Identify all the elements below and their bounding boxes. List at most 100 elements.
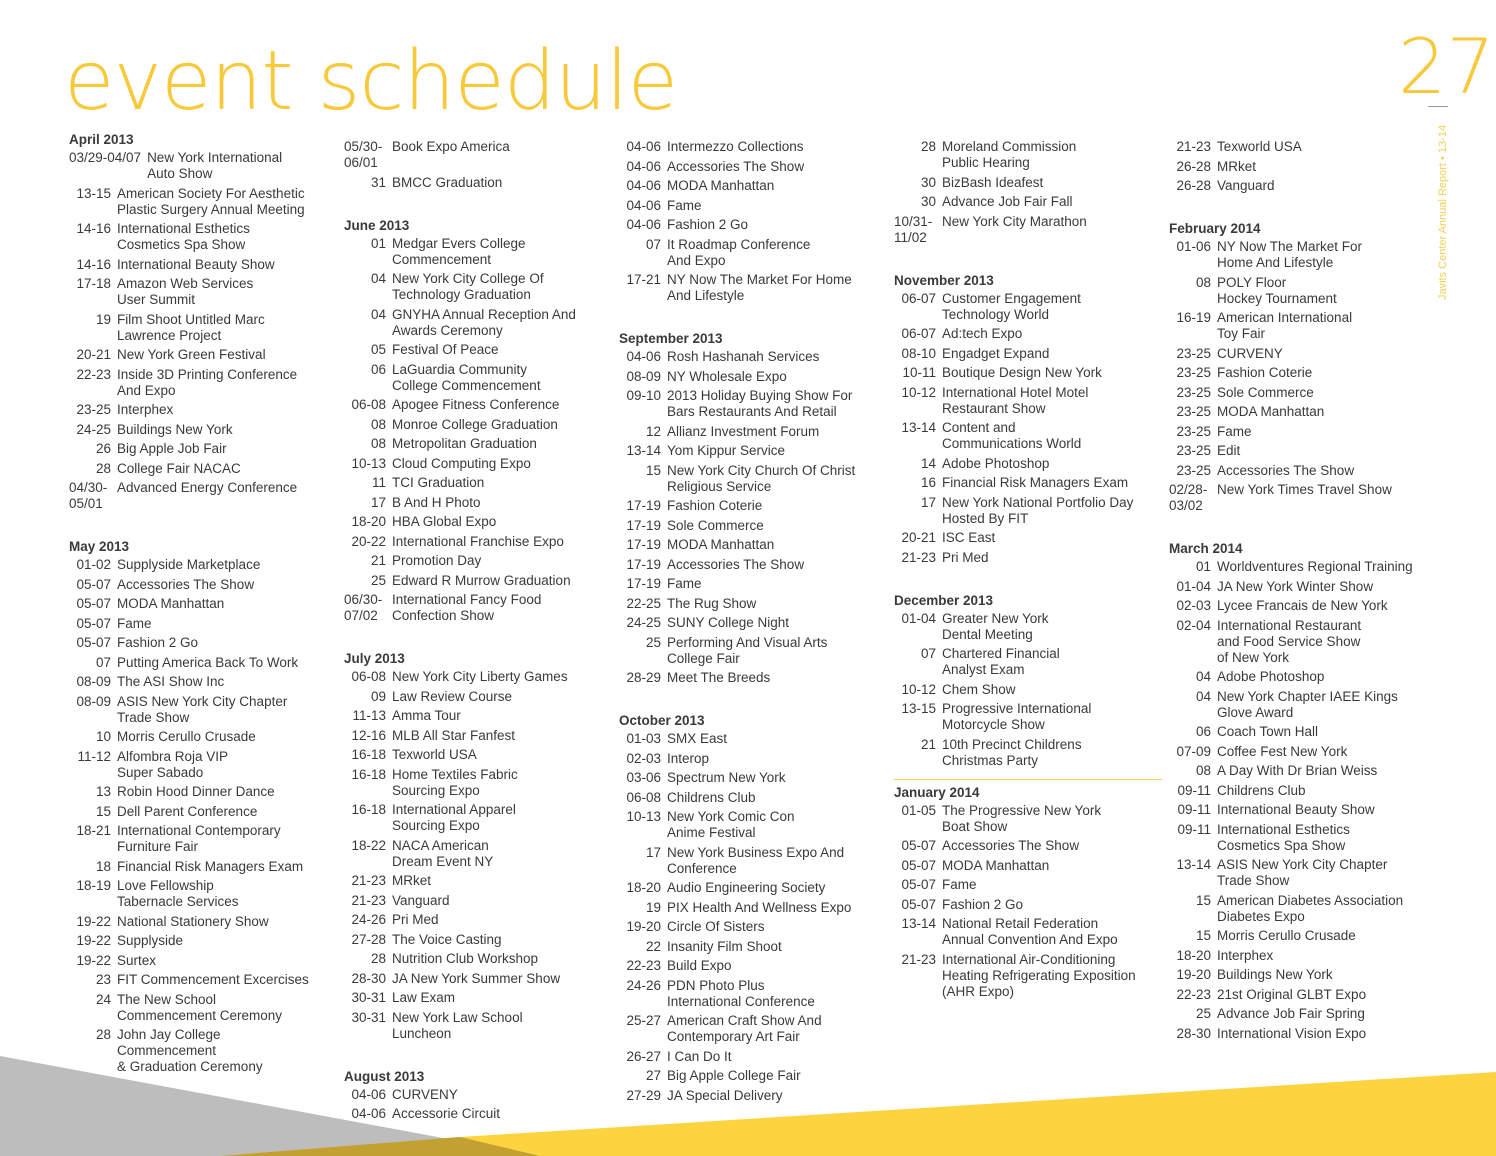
event-item: 30 Advance Job Fair Fall — [894, 194, 1162, 210]
month-heading: April 2013 — [69, 132, 134, 147]
event-name: New York Comic Con Anime Festival — [667, 809, 795, 840]
event-name: New York City Marathon — [942, 213, 1087, 229]
event-item: 01 Medgar Evers College Commencement — [344, 236, 612, 268]
event-date: 18-19 — [76, 878, 111, 893]
event-name: Allianz Investment Forum — [667, 423, 820, 439]
event-name: Advance Job Fair Spring — [1217, 1006, 1365, 1021]
event-item: 05 Festival Of Peace — [344, 342, 612, 358]
event-item: 04 New York Chapter IAEE Kings Glove Awar… — [1169, 689, 1437, 721]
event-name: Meet The Breeds — [667, 670, 771, 685]
event-item: 21-23 Pri Med — [894, 550, 1162, 566]
event-date: 06/30- 07/02 — [344, 592, 383, 623]
event-name: The Progressive New York Boat Show — [942, 802, 1102, 834]
divider — [1428, 106, 1448, 107]
event-date: 21 — [370, 553, 386, 568]
event-item: 03-06 Spectrum New York — [619, 770, 887, 786]
event-date: 19 — [95, 311, 111, 327]
event-item: 17 New York National Portfolio Day Hosted… — [894, 495, 1162, 527]
event-date: 19-22 — [76, 933, 111, 948]
event-item: 23-25 CURVENY — [1169, 346, 1437, 362]
event-name: MODA Manhattan — [942, 857, 1050, 873]
yellow-band — [220, 1072, 1496, 1156]
event-item: 01-03 SMX East — [619, 731, 887, 747]
event-date: 10/31- 11/02 — [894, 213, 933, 245]
event-item: 04/30- 05/01 Advanced Energy Conference — [69, 480, 337, 512]
event-name: Fashion 2 Go — [117, 635, 199, 650]
event-item: 11-12 Alfombra Roja VIP Super Sabado — [69, 749, 337, 781]
event-date: 01-04 — [901, 610, 936, 626]
event-name: MRket — [1217, 158, 1257, 174]
event-name: MODA Manhattan — [667, 178, 775, 193]
event-item: 17-19 MODA Manhattan — [619, 537, 887, 553]
event-date: 17-19 — [626, 556, 661, 572]
event-name: HBA Global Expo — [392, 514, 497, 529]
event-date: 24-26 — [351, 912, 386, 927]
month-section: January 2014 01-05 The Progressive New Yor… — [894, 778, 1162, 1000]
event-item: 04-06 Rosh Hashanah Services — [619, 349, 887, 365]
event-date: 13-14 — [626, 443, 661, 458]
event-item: 28-30 JA New York Summer Show — [344, 971, 612, 987]
event-name: MODA Manhattan — [1217, 404, 1325, 419]
month-section: 21-23 Texworld USA 26-28 MRket 26-28 Vanguard — [1169, 139, 1437, 194]
event-item: 03/29-04/07 New York International Auto S… — [69, 150, 337, 182]
event-date: 26-28 — [1176, 178, 1211, 193]
event-name: Fame — [667, 197, 702, 213]
event-item: 23-25 Fashion Coterie — [1169, 365, 1437, 381]
event-name: BMCC Graduation — [392, 174, 503, 190]
event-name: Insanity Film Shoot — [667, 938, 782, 954]
event-item: 24-26 PDN Photo Plus International Confer… — [619, 978, 887, 1010]
event-item: 19-22 Supplyside — [69, 933, 337, 949]
event-name: Morris Cerullo Crusade — [1217, 928, 1356, 943]
event-name: Monroe College Graduation — [392, 416, 558, 432]
event-item: 04 GNYHA Annual Reception And Awards Cere… — [344, 307, 612, 339]
event-name: ASIS New York City Chapter Trade Show — [117, 693, 288, 725]
event-name: The New School Commencement Ceremony — [117, 991, 283, 1023]
event-date: 17 — [920, 494, 936, 510]
event-name: International Beauty Show — [117, 256, 275, 272]
event-date: 23-25 — [1176, 365, 1211, 380]
event-item: 06/30- 07/02 International Fancy Food Con… — [344, 592, 612, 624]
event-date: 13-14 — [901, 420, 936, 435]
event-name: Chartered Financial Analyst Exam — [942, 646, 1060, 677]
event-name: International Fancy Food Confection Show — [392, 592, 542, 623]
event-date: 08-10 — [901, 345, 936, 361]
event-item: 30 BizBash Ideafest — [894, 175, 1162, 191]
month-section: May 2013 01-02 Supplyside Marketplace 05-07… — [69, 538, 337, 1075]
event-date: 22-23 — [1176, 986, 1211, 1002]
event-name: Fame — [942, 877, 977, 892]
event-date: 19-22 — [76, 952, 111, 968]
event-date: 16-18 — [351, 747, 386, 762]
event-date: 20-22 — [351, 533, 386, 549]
event-date: 10-12 — [901, 384, 936, 400]
event-date: 10-11 — [902, 365, 936, 380]
event-name: New York Times Travel Show — [1217, 482, 1392, 497]
event-name: Supplyside Marketplace — [117, 557, 261, 572]
event-date: 01-02 — [76, 557, 111, 572]
event-date: 05-07 — [901, 877, 936, 892]
event-item: 28-29 Meet The Breeds — [619, 670, 887, 686]
event-date: 04 — [1195, 688, 1211, 704]
event-date: 25 — [370, 572, 386, 588]
event-item: 31 BMCC Graduation — [344, 175, 612, 191]
event-date: 07 — [95, 654, 111, 670]
event-item: 23-25 Interphex — [69, 402, 337, 418]
gray-triangle — [0, 1056, 540, 1156]
event-date: 06-07 — [901, 326, 936, 341]
event-date: 15 — [645, 462, 661, 478]
event-item: 05-07 Fame — [894, 877, 1162, 893]
event-date: 09-11 — [1177, 782, 1211, 798]
event-date: 19-22 — [76, 913, 111, 929]
event-date: 10 — [95, 729, 111, 744]
event-name: Home Textiles Fabric Sourcing Expo — [392, 766, 518, 798]
event-date: 18-20 — [351, 514, 386, 529]
event-name: Love Fellowship Tabernacle Services — [117, 878, 239, 909]
event-item: 25 Advance Job Fair Spring — [1169, 1006, 1437, 1022]
event-date: 24 — [95, 991, 111, 1007]
event-date: 18-20 — [626, 880, 661, 895]
event-item: 14-16 International Beauty Show — [69, 257, 337, 273]
event-name: Chem Show — [942, 681, 1016, 697]
event-item: 01-02 Supplyside Marketplace — [69, 557, 337, 573]
event-name: Edit — [1217, 443, 1241, 458]
event-name: A Day With Dr Brian Weiss — [1217, 763, 1378, 778]
event-date: 16-19 — [1176, 310, 1211, 325]
